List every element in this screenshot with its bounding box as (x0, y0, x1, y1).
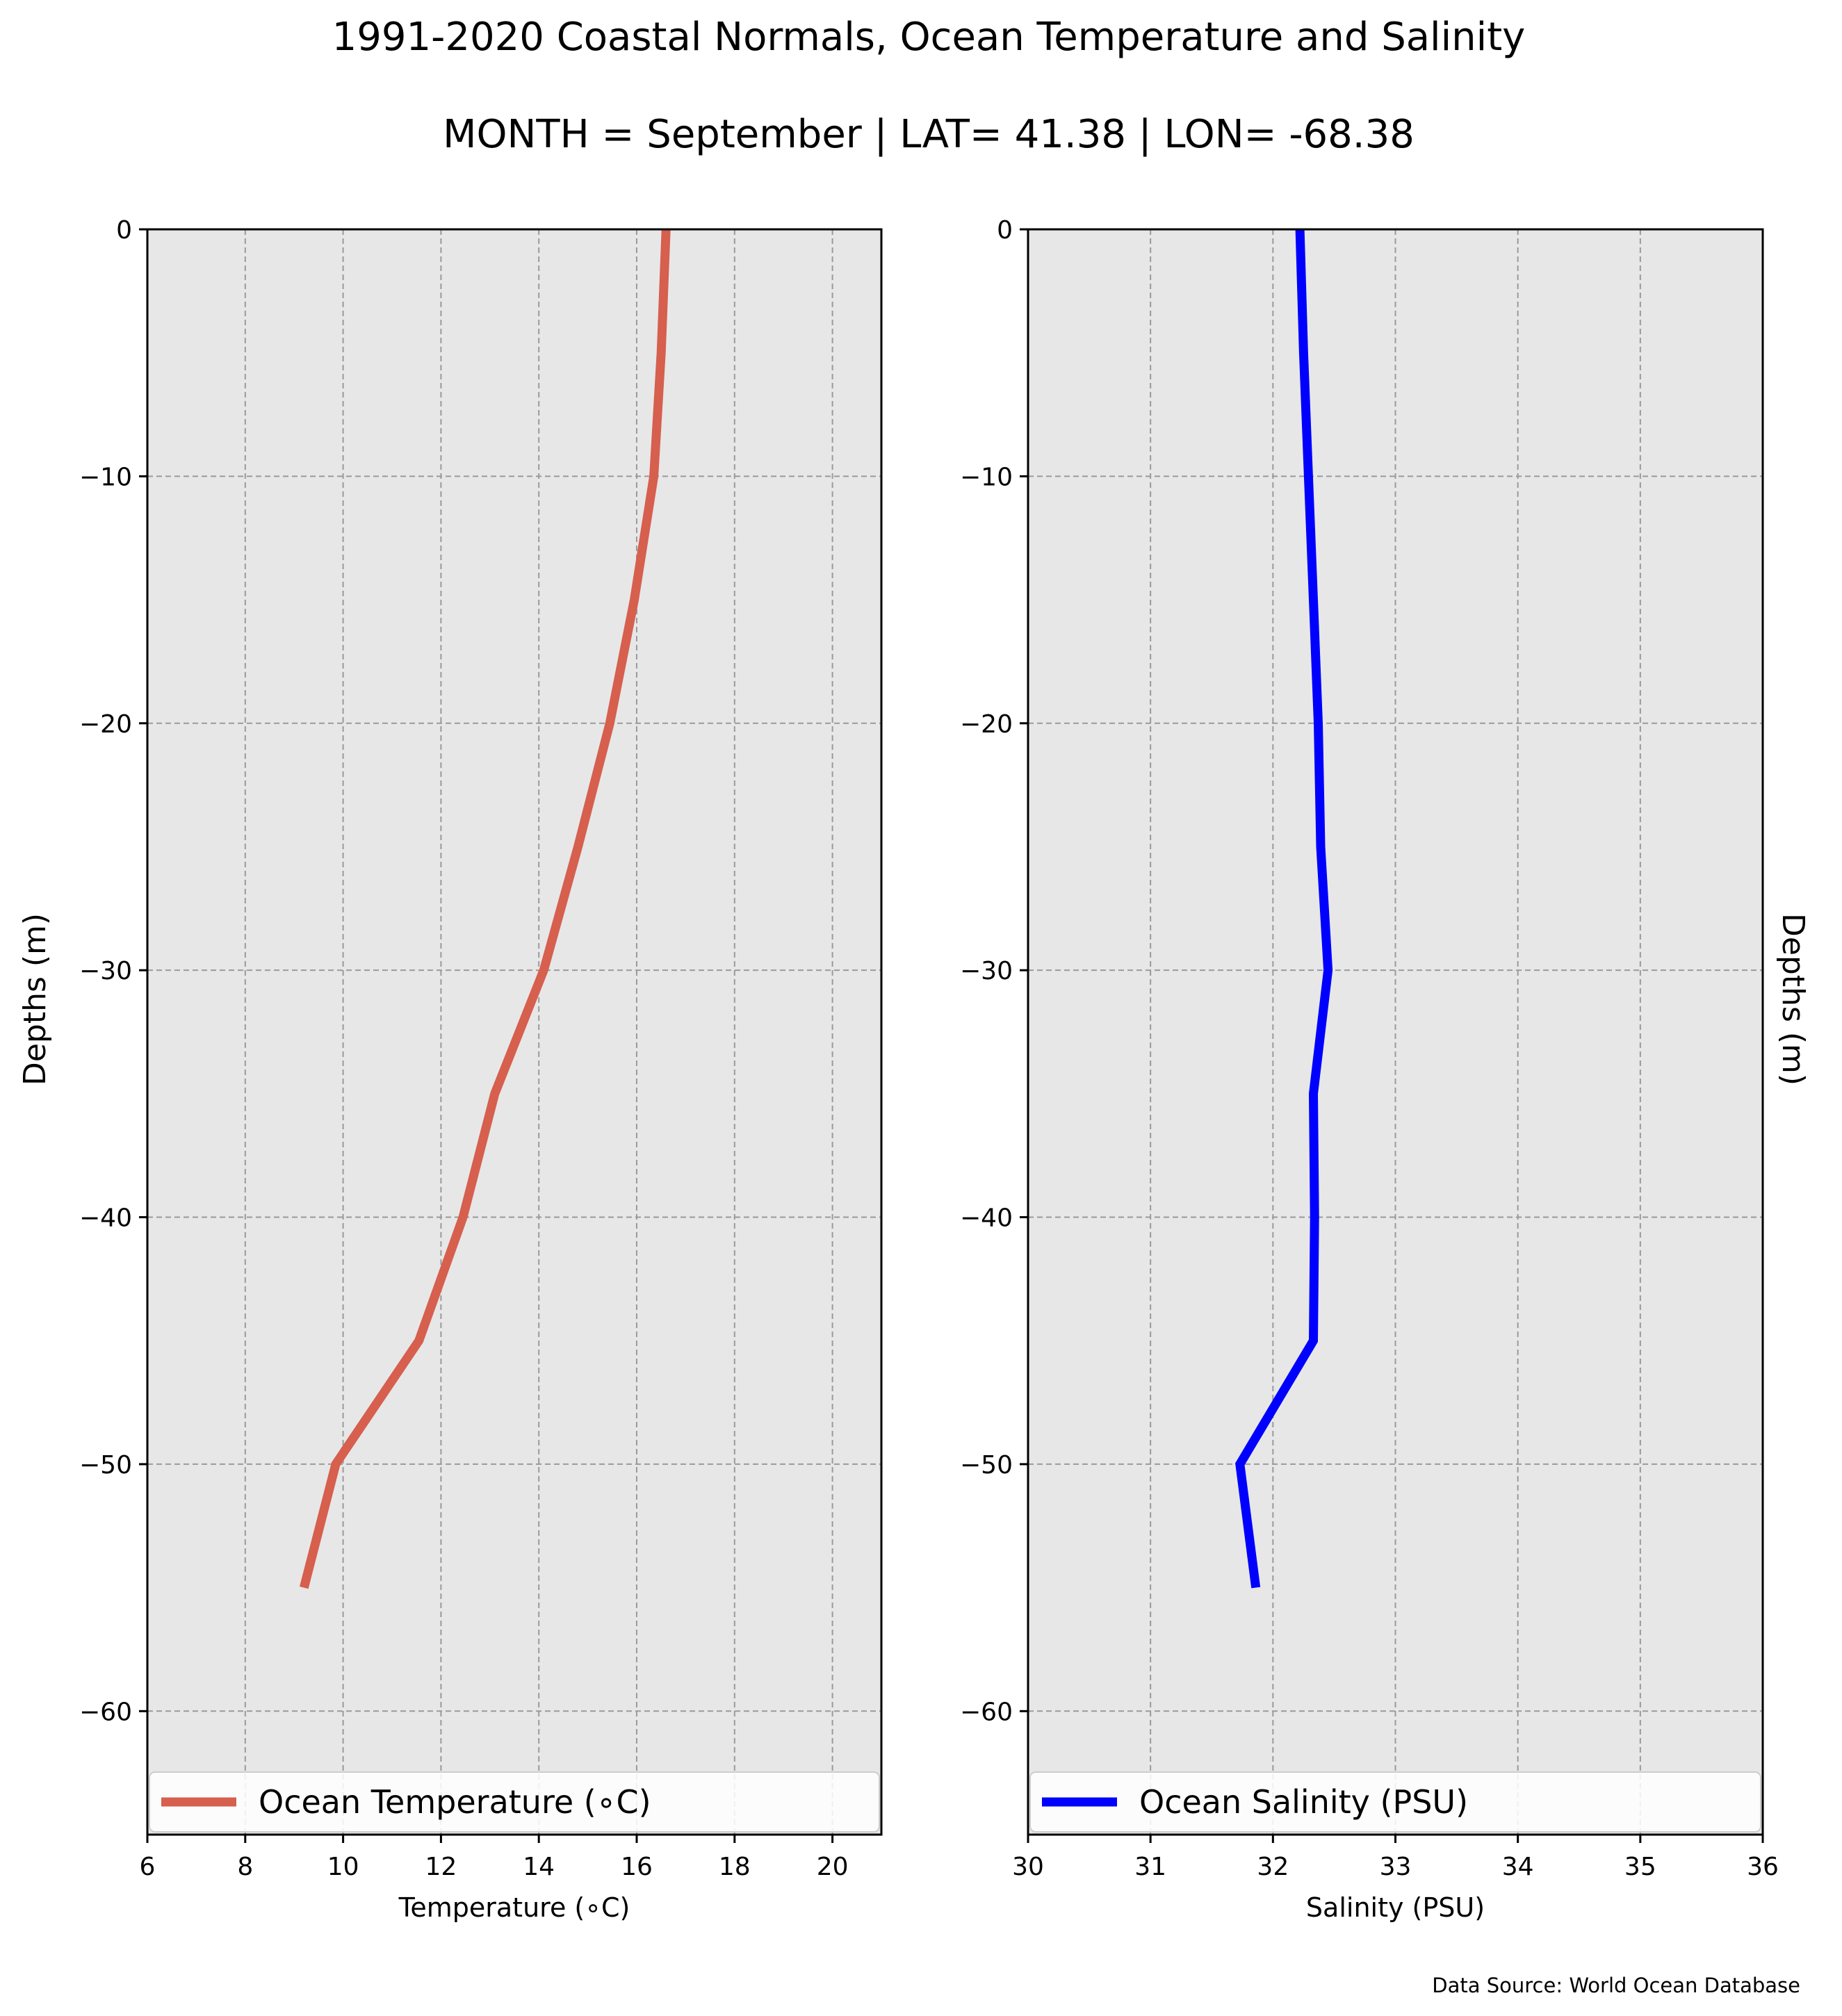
salinity-legend-box (1029, 1771, 1761, 1833)
temperature-x-tick-label: 12 (425, 1853, 457, 1881)
temperature-series-line (300, 229, 671, 1589)
salinity-x-tick-label: 30 (1012, 1853, 1044, 1881)
temperature-y-tick-label: −10 (79, 463, 132, 491)
salinity-y-tick-label: −30 (960, 957, 1013, 985)
data-source-note: Data Source: World Ocean Database (1432, 1974, 1800, 1997)
salinity-y-tick-label: −40 (960, 1204, 1013, 1233)
temperature-legend-label: Ocean Temperature (∘C) (259, 1783, 651, 1821)
salinity-x-tick-label: 36 (1747, 1853, 1779, 1881)
chart-title: 1991-2020 Coastal Normals, Ocean Tempera… (332, 15, 1526, 60)
salinity-y-tick-label: −50 (960, 1451, 1013, 1480)
temperature-y-tick-label: −20 (79, 710, 132, 739)
salinity-x-axis-label: Salinity (PSU) (1306, 1892, 1485, 1923)
temperature-y-tick-label: −30 (79, 957, 132, 985)
salinity-panel: 30 31 32 33 34 35 36 0 −10 −20 −30 −40 −50 −60 Ocean S… (960, 216, 1779, 1923)
salinity-x-tick-label: 31 (1134, 1853, 1166, 1881)
salinity-y-tick-label: 0 (997, 216, 1013, 245)
temperature-legend-box (149, 1771, 880, 1833)
temperature-x-tick-label: 6 (140, 1853, 156, 1881)
temperature-legend: Ocean Temperature (∘C) (149, 1771, 880, 1833)
temperature-y-tick-label: −50 (79, 1451, 132, 1480)
salinity-y-tick-label: −20 (960, 710, 1013, 739)
temperature-y-tick-label: 0 (116, 216, 132, 245)
salinity-x-tick-label: 34 (1502, 1853, 1534, 1881)
temperature-x-axis-label: Temperature (∘C) (398, 1892, 630, 1923)
salinity-x-tick-label: 33 (1380, 1853, 1412, 1881)
salinity-y-tick-label: −60 (960, 1698, 1013, 1726)
temperature-panel: 6 8 10 12 14 16 18 20 0 −10 −20 −30 −40 −50 −60 Ocean T… (79, 216, 883, 1923)
salinity-x-tick-label: 35 (1624, 1853, 1656, 1881)
temperature-plot-area (147, 229, 881, 1835)
temperature-y-tick-label: −60 (79, 1698, 132, 1726)
salinity-legend: Ocean Salinity (PSU) (1029, 1771, 1761, 1833)
right-depth-axis-label: Depths (m) (1775, 913, 1811, 1085)
temperature-x-tick-label: 18 (719, 1853, 751, 1881)
salinity-x-tick-label: 32 (1257, 1853, 1289, 1881)
temperature-axes-frame (146, 228, 883, 1836)
chart-subtitle: MONTH = September | LAT= 41.38 | LON= -6… (443, 112, 1415, 157)
salinity-y-tick-label: −10 (960, 463, 1013, 491)
salinity-series-line (1235, 229, 1333, 1589)
temperature-x-tick-label: 8 (237, 1853, 253, 1881)
left-depth-axis-label: Depths (m) (17, 913, 53, 1085)
temperature-x-tick-label: 20 (817, 1853, 849, 1881)
temperature-y-tick-label: −40 (79, 1204, 132, 1233)
temperature-x-tick-label: 14 (523, 1853, 555, 1881)
salinity-axes-frame (1027, 228, 1764, 1836)
temperature-x-tick-label: 10 (327, 1853, 359, 1881)
temperature-x-tick-label: 16 (621, 1853, 653, 1881)
salinity-legend-label: Ocean Salinity (PSU) (1139, 1783, 1468, 1821)
